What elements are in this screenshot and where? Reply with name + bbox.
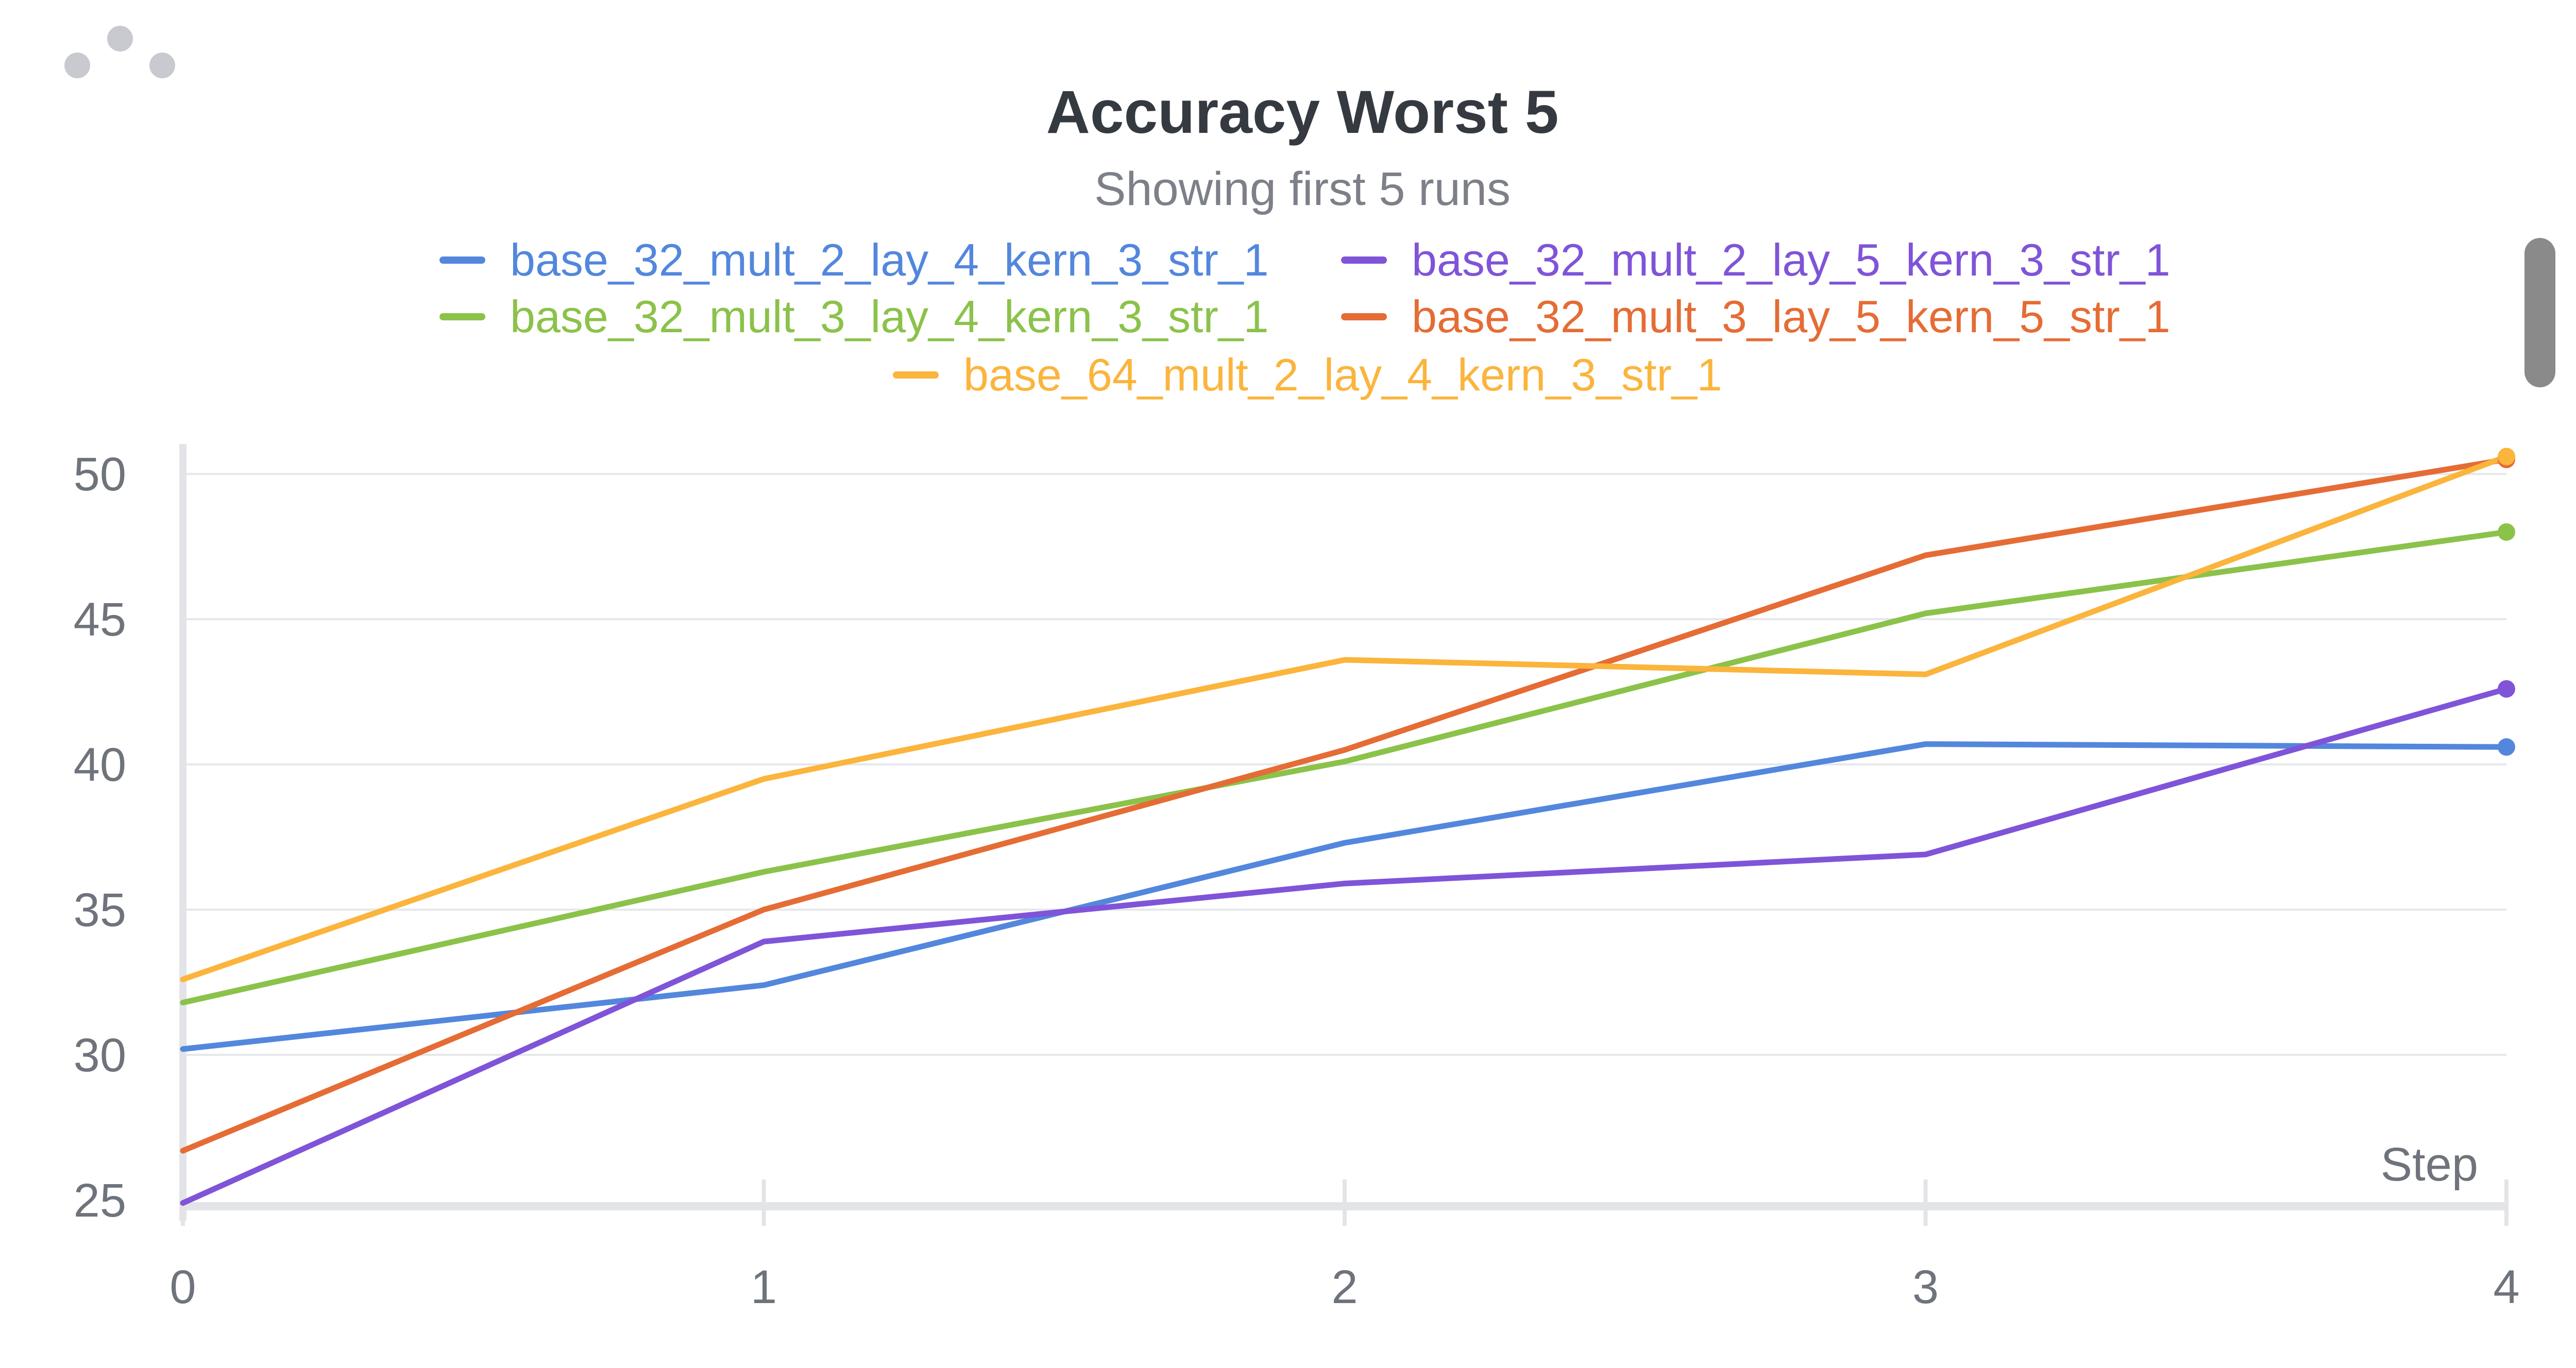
series-line — [180, 741, 2510, 1052]
legend-item: base_32_mult_3_lay_4_kern_3_str_1 — [439, 291, 1269, 342]
legend-item: base_64_mult_2_lay_4_kern_3_str_1 — [893, 349, 1722, 400]
series-end-point — [2498, 523, 2515, 541]
y-tick-label: 35 — [74, 884, 126, 936]
x-tick-label: 0 — [170, 1261, 196, 1313]
legend-item: base_32_mult_2_lay_5_kern_3_str_1 — [1341, 234, 2171, 285]
legend-label: base_32_mult_3_lay_5_kern_5_str_1 — [1412, 291, 2171, 342]
scrollbar-thumb[interactable] — [2524, 238, 2555, 387]
y-tick-label: 50 — [74, 448, 126, 501]
chart-subtitle: Showing first 5 runs — [1094, 163, 1511, 215]
grid — [183, 473, 2506, 1056]
legend: base_32_mult_2_lay_4_kern_3_str_1 base_32… — [439, 234, 2171, 400]
y-tick-label: 45 — [74, 593, 126, 646]
legend-label: base_32_mult_3_lay_4_kern_3_str_1 — [510, 291, 1269, 342]
x-axis-label: Step — [2381, 1138, 2478, 1191]
series-end-point — [2498, 738, 2515, 756]
series-end-points — [2498, 448, 2515, 756]
legend-item: base_32_mult_2_lay_4_kern_3_str_1 — [439, 234, 1269, 285]
x-tick-label: 1 — [751, 1261, 777, 1313]
loading-dots-icon — [62, 21, 185, 82]
series-line — [180, 529, 2510, 1006]
y-tick-label: 40 — [74, 739, 126, 791]
axes: 25 30 35 40 45 50 0 1 2 3 4 — [74, 444, 2520, 1313]
legend-label: base_64_mult_2_lay_4_kern_3_str_1 — [963, 349, 1722, 400]
y-tick-label: 30 — [74, 1029, 126, 1082]
y-tick-label: 25 — [74, 1174, 126, 1227]
legend-label: base_32_mult_2_lay_4_kern_3_str_1 — [510, 234, 1269, 285]
series-line — [180, 456, 2510, 1154]
x-tick-label: 4 — [2493, 1261, 2519, 1313]
loading-dot — [107, 26, 133, 52]
series-lines — [180, 453, 2510, 1206]
series-end-point — [2498, 448, 2515, 466]
series-end-point — [2498, 680, 2515, 698]
loading-dot — [149, 53, 175, 78]
chart-title: Accuracy Worst 5 — [1046, 78, 1559, 146]
legend-label: base_32_mult_2_lay_5_kern_3_str_1 — [1412, 234, 2171, 285]
loading-dot — [64, 53, 90, 78]
legend-item: base_32_mult_3_lay_5_kern_5_str_1 — [1341, 291, 2171, 342]
series-line — [180, 453, 2510, 982]
series-line — [180, 686, 2510, 1206]
x-tick-label: 2 — [1331, 1261, 1358, 1313]
x-tick-label: 3 — [1912, 1261, 1939, 1313]
